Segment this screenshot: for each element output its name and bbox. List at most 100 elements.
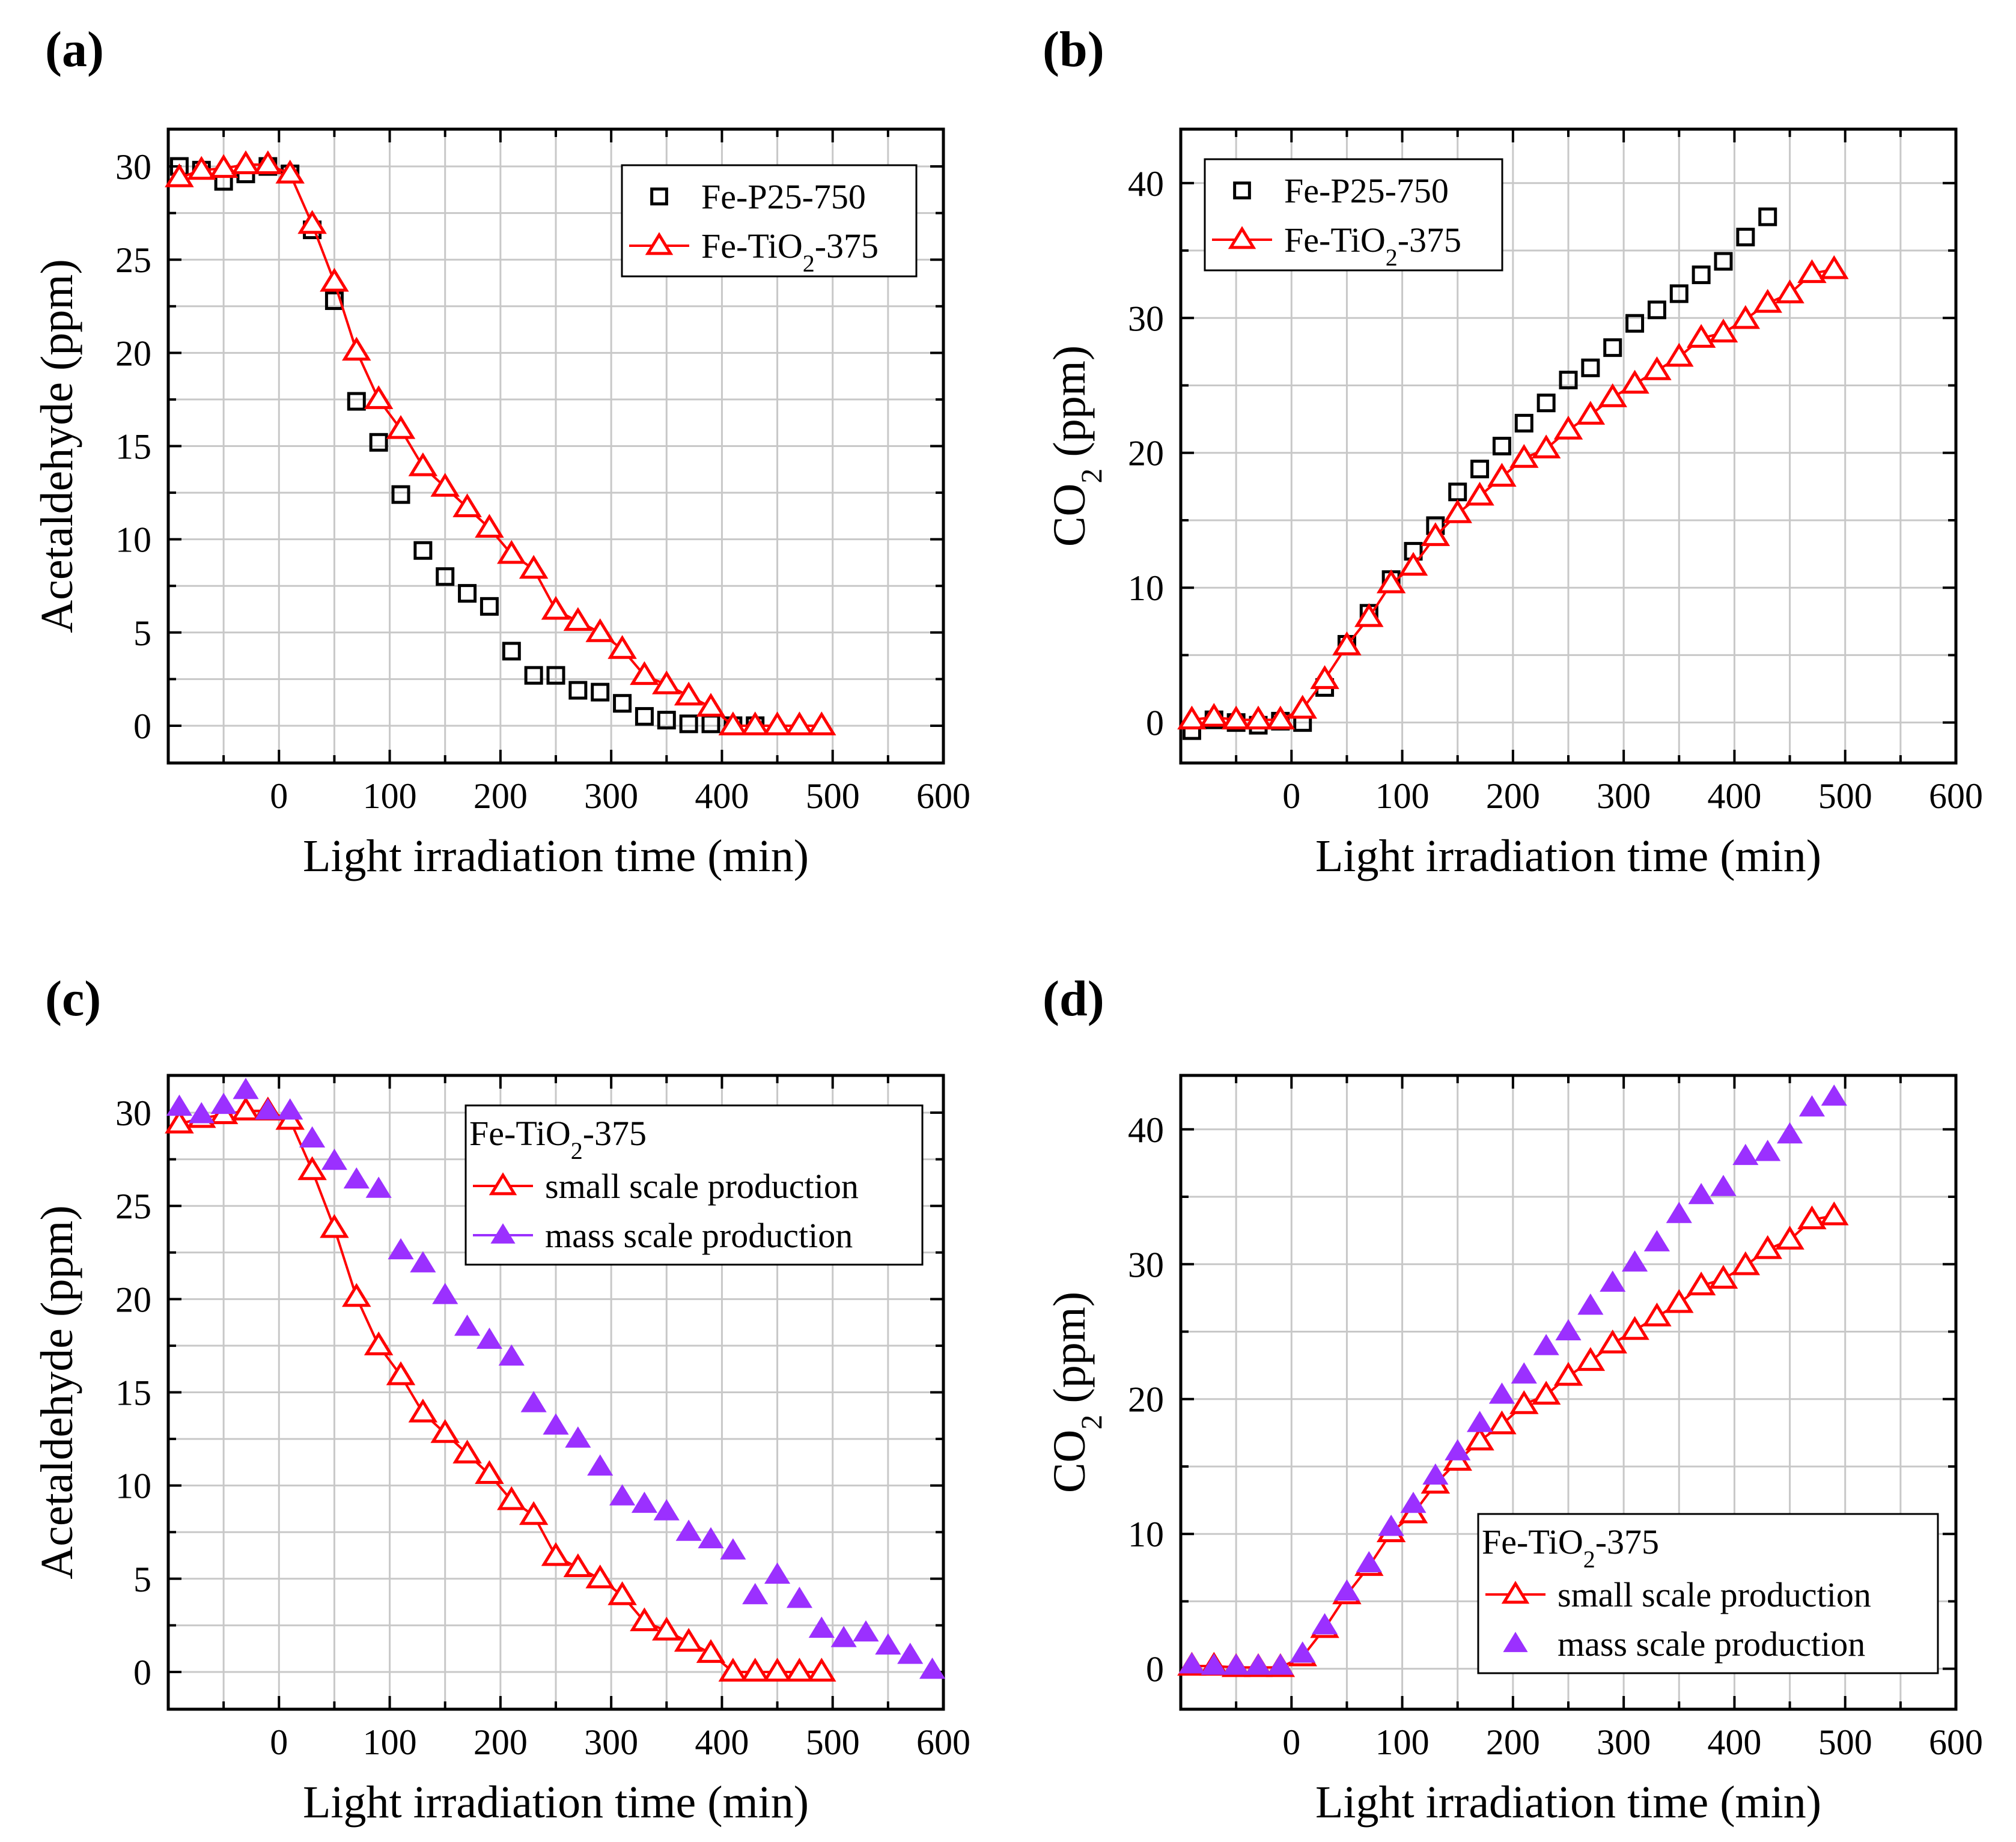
legend-marker	[650, 187, 668, 205]
data-point	[608, 635, 637, 659]
x-tick-label: 500	[806, 1722, 860, 1762]
data-point	[1625, 314, 1645, 333]
x-tick-label: 100	[363, 776, 417, 816]
data-point	[653, 1499, 680, 1521]
data-point	[275, 159, 305, 184]
legend-label: Fe-TiO2-375	[701, 226, 879, 277]
y-tick-label: 30	[1128, 299, 1164, 338]
data-point	[585, 1564, 615, 1588]
data-point	[1708, 1265, 1738, 1289]
legend-marker	[490, 1223, 516, 1244]
data-point	[608, 1581, 637, 1605]
legend-box	[464, 1104, 924, 1266]
data-point	[1621, 1250, 1648, 1272]
legend-label: mass scale production	[545, 1216, 853, 1255]
data-point	[652, 670, 681, 695]
data-point	[1797, 1205, 1827, 1230]
x-tick-label: 200	[1486, 776, 1540, 816]
data-point	[1798, 1095, 1826, 1117]
data-point	[1821, 1084, 1847, 1106]
y-tick-label: 15	[115, 1373, 151, 1413]
data-point	[386, 1361, 416, 1385]
data-point	[386, 415, 416, 439]
data-point	[413, 541, 433, 560]
data-point	[1555, 1319, 1582, 1340]
legend: Fe-P25-750 Fe-TiO2-375	[1204, 158, 1503, 272]
data-point	[436, 567, 455, 586]
data-point	[568, 681, 588, 700]
legend-box	[621, 164, 918, 278]
data-point	[1531, 1381, 1561, 1405]
y-tick-label: 0	[133, 707, 151, 746]
data-point	[630, 1607, 659, 1632]
data-point	[253, 150, 283, 174]
data-point	[563, 607, 593, 631]
data-point	[785, 711, 814, 735]
data-point	[1511, 1362, 1537, 1384]
data-point	[786, 1587, 813, 1608]
data-point	[1422, 1463, 1449, 1485]
x-tick-label: 200	[474, 776, 528, 816]
data-point	[165, 1109, 194, 1134]
data-point	[701, 714, 720, 734]
data-point	[740, 1658, 770, 1682]
panel-label: (b)	[1043, 22, 1104, 78]
data-point	[652, 1616, 681, 1641]
data-point	[875, 1633, 901, 1655]
y-tick-label: 10	[115, 520, 151, 560]
data-point	[320, 1214, 349, 1238]
data-point	[1265, 705, 1296, 730]
y-tick-label: 30	[1128, 1245, 1164, 1284]
data-point	[187, 156, 216, 180]
data-point	[519, 1501, 549, 1525]
data-point	[591, 682, 610, 702]
data-point	[1311, 1613, 1338, 1635]
data-point	[1736, 228, 1755, 247]
data-point	[1753, 1235, 1782, 1259]
data-point	[853, 1620, 879, 1642]
data-point	[408, 1398, 438, 1423]
data-point	[1731, 305, 1761, 329]
data-point	[1559, 371, 1578, 390]
data-point	[1581, 358, 1600, 377]
data-point	[696, 1639, 726, 1663]
legend-label: Fe-P25-750	[701, 177, 866, 216]
legend-marker	[1501, 1581, 1530, 1604]
x-tick-label: 400	[695, 776, 749, 816]
data-point	[541, 1542, 571, 1566]
data-point	[807, 711, 836, 735]
legend-title: Fe-TiO2-375	[1482, 1522, 1659, 1573]
data-point	[1492, 437, 1511, 455]
data-point	[897, 1643, 924, 1664]
data-point	[1600, 1270, 1626, 1292]
x-tick-label: 600	[916, 1722, 970, 1762]
x-tick-label: 600	[916, 776, 970, 816]
data-point	[1692, 265, 1711, 284]
data-point	[233, 1078, 259, 1099]
data-point	[1332, 631, 1362, 655]
legend-marker	[1233, 181, 1251, 199]
data-point	[277, 1098, 303, 1120]
data-point	[720, 1538, 746, 1560]
data-point	[1245, 1653, 1271, 1675]
data-point	[343, 1167, 370, 1189]
data-point	[1797, 259, 1827, 284]
x-tick-label: 300	[584, 776, 638, 816]
data-point	[543, 1413, 569, 1435]
data-point	[919, 1658, 946, 1679]
data-point	[675, 1519, 702, 1541]
data-point	[1620, 369, 1649, 394]
data-point	[452, 1439, 482, 1464]
data-point	[1664, 1289, 1694, 1313]
data-point	[1714, 252, 1733, 271]
data-point	[1603, 338, 1622, 357]
data-point	[1487, 1410, 1517, 1435]
y-tick-label: 10	[115, 1467, 151, 1506]
data-point	[369, 433, 388, 452]
data-point	[1221, 705, 1251, 730]
panel-label: (d)	[1043, 971, 1104, 1027]
x-tick-label: 300	[584, 1722, 638, 1762]
data-point	[1487, 463, 1517, 487]
x-tick-label: 0	[270, 1722, 288, 1762]
